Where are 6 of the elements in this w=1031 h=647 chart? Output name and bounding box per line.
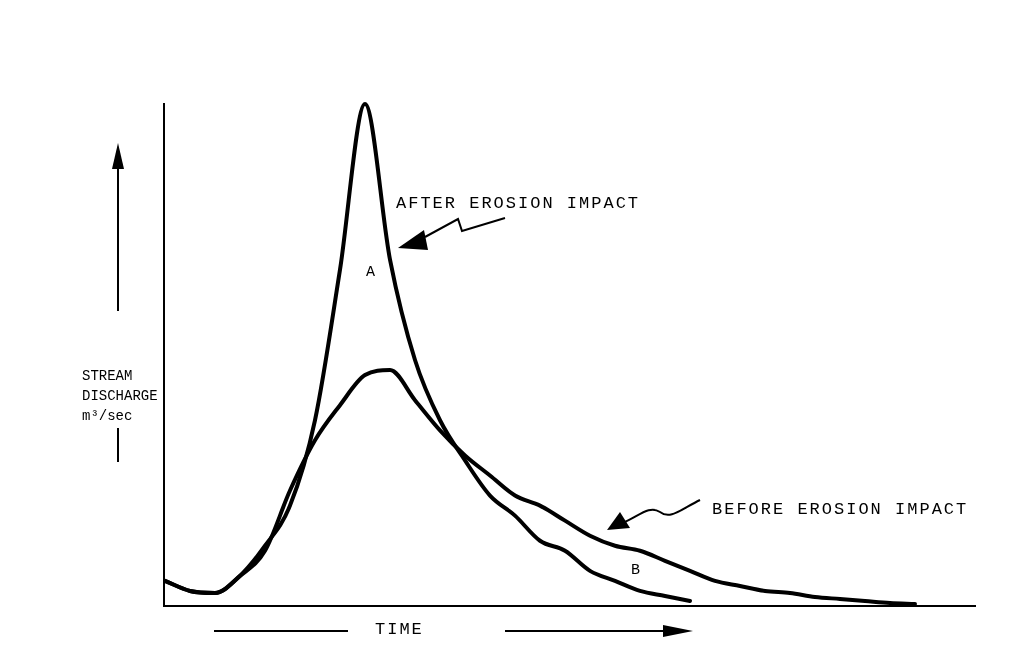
y-axis-title: STREAM DISCHARGE m³/sec [82, 367, 159, 426]
annotation: B [631, 562, 643, 579]
annotation: A [366, 264, 378, 281]
x-axis-title: TIME [375, 620, 424, 639]
series-label: AFTER EROSION IMPACT [396, 194, 641, 213]
legend-label: BEFORE EROSION IMPACT [712, 500, 969, 519]
